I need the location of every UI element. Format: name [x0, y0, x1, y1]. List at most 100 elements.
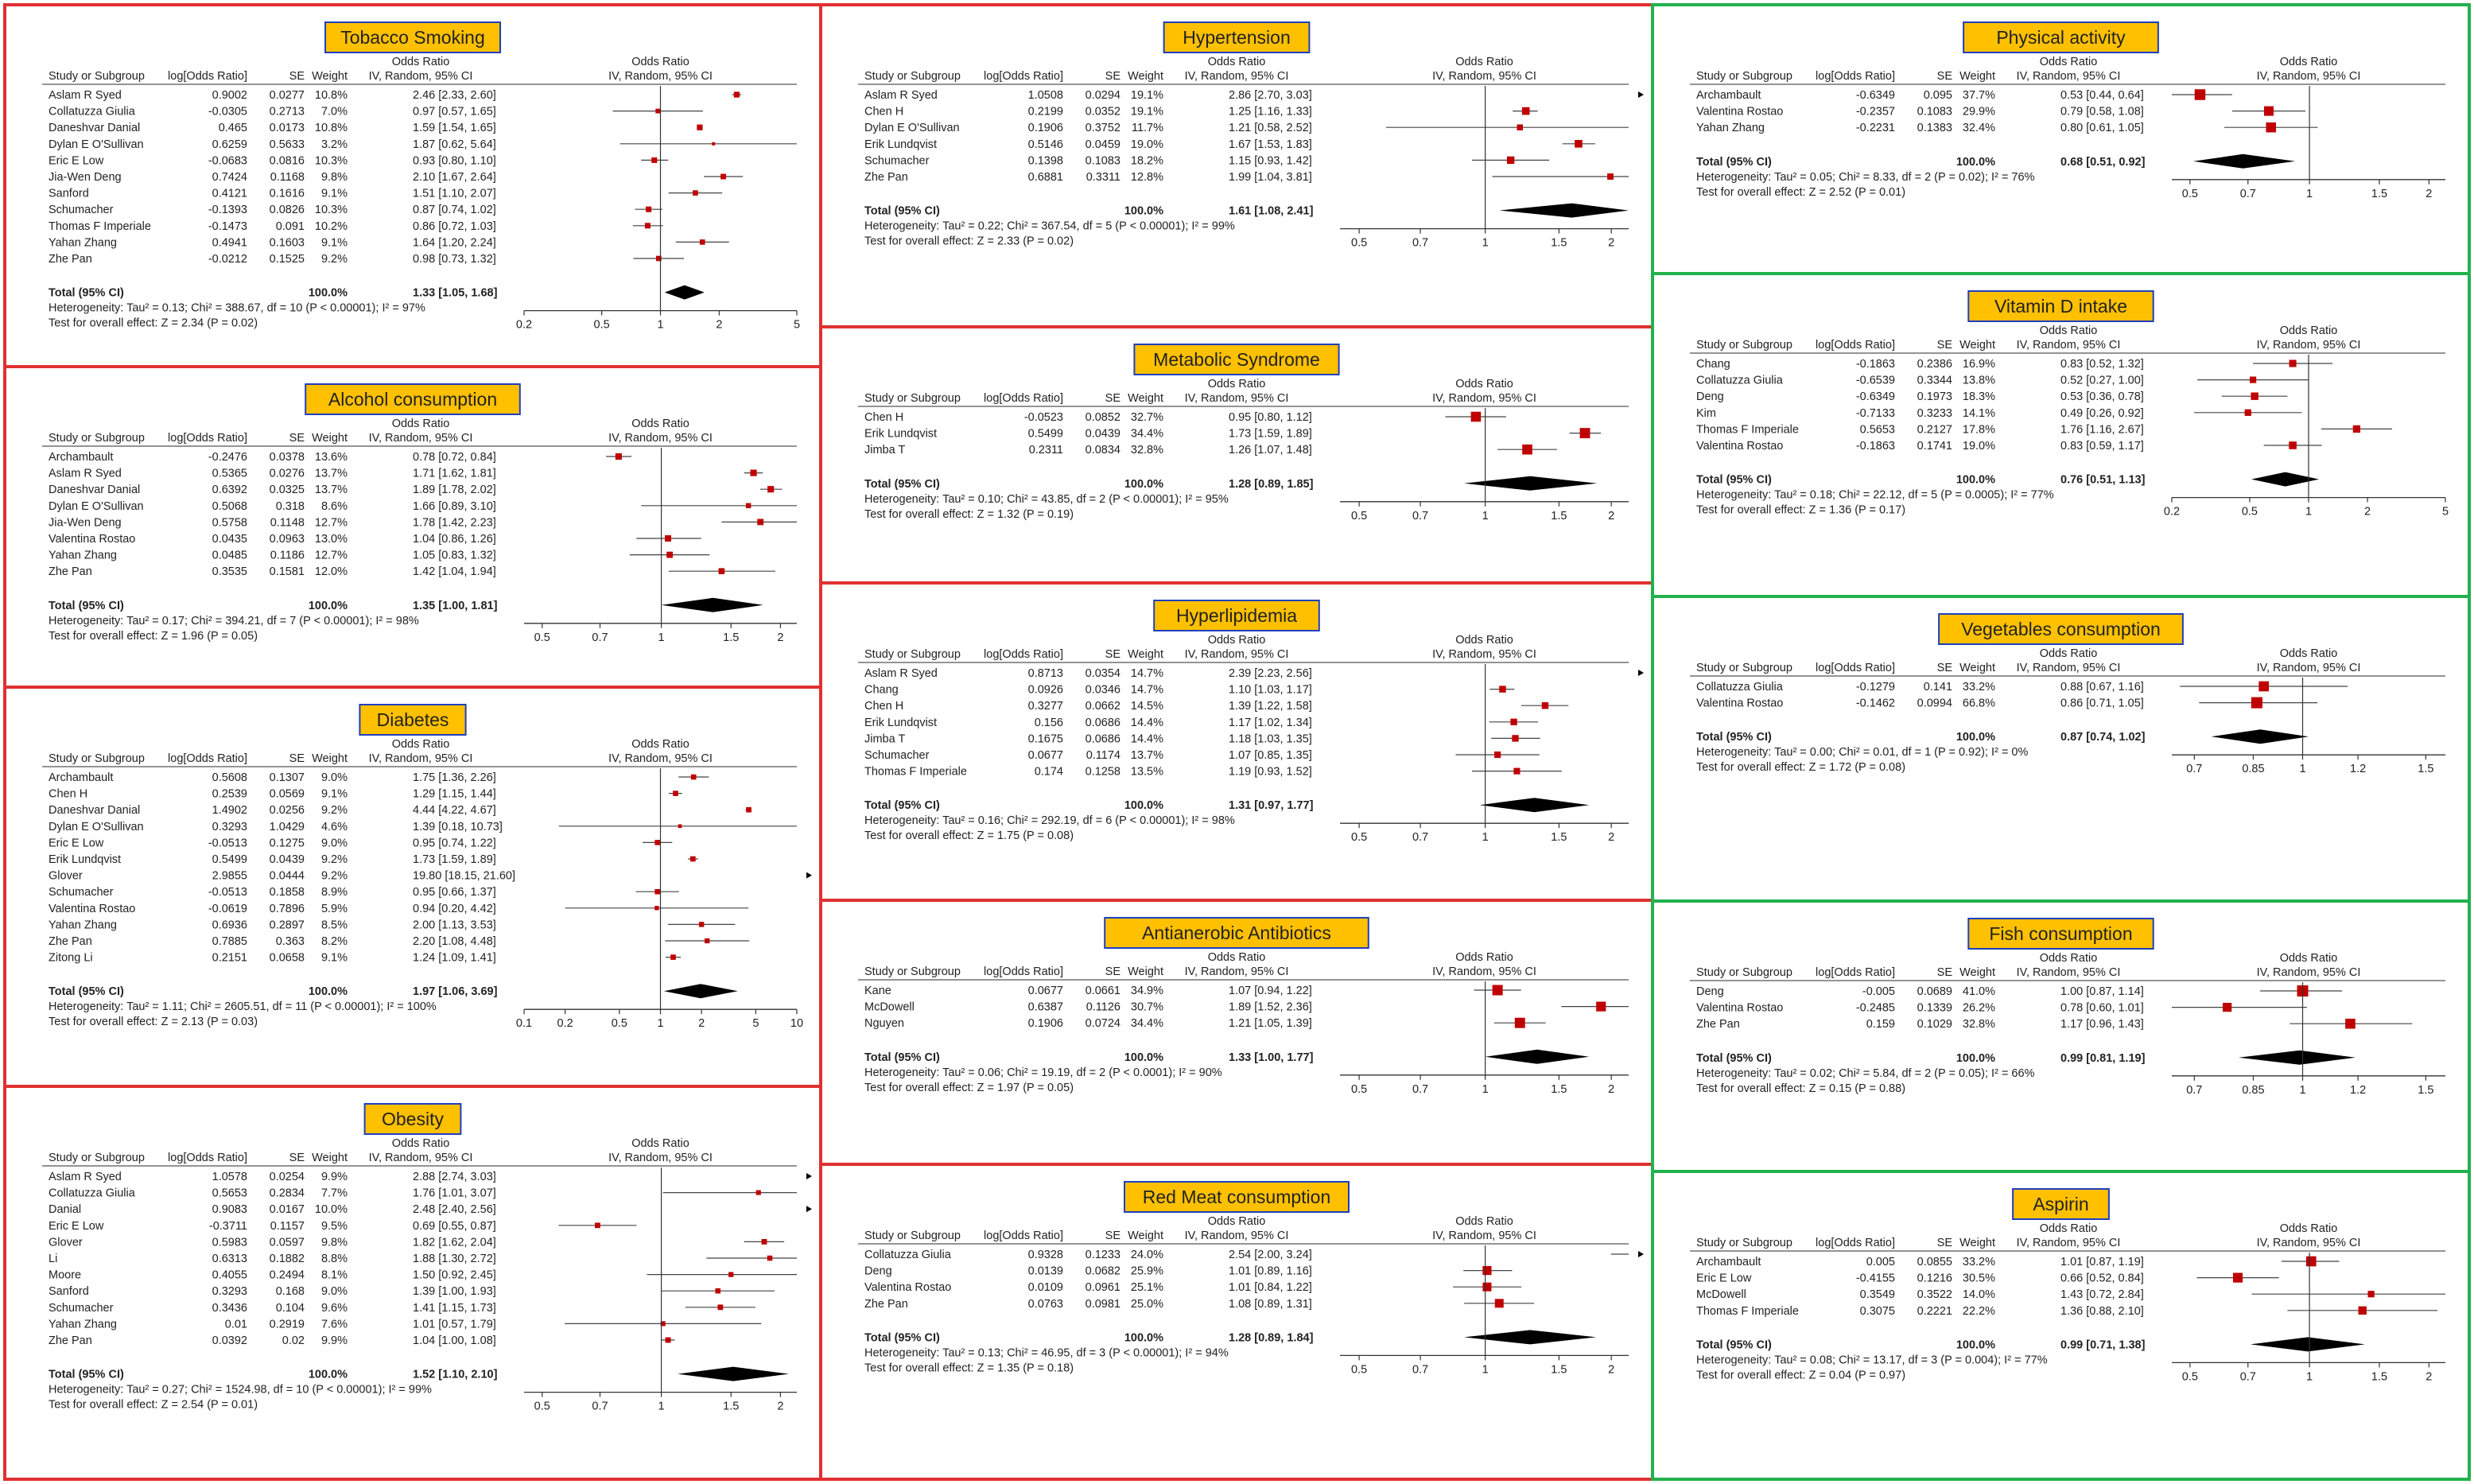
study-name: Kane — [864, 985, 891, 997]
overall-effect-text: Test for overall effect: Z = 2.33 (P = 0… — [864, 235, 1074, 248]
study-marker — [1470, 411, 1482, 422]
pooled-diamond — [1485, 1049, 1590, 1064]
study-name: Archambault — [49, 771, 113, 784]
col-header-ci: IV, Random, 95% CI — [2017, 1237, 2121, 1249]
axis-tick-label: 1.5 — [723, 631, 739, 644]
study-logor: 0.7885 — [212, 935, 247, 948]
study-marker — [761, 1238, 767, 1245]
study-se: 0.091 — [276, 220, 305, 233]
col-header-or-plot: Odds Ratio — [1455, 1215, 1513, 1228]
col-header-or-plot: Odds Ratio — [1455, 951, 1513, 964]
axis-tick-label: 2 — [777, 631, 783, 644]
col-header-se: SE — [289, 1152, 305, 1164]
col-header-logor: log[Odds Ratio] — [1816, 966, 1895, 979]
study-marker — [2244, 409, 2251, 416]
study-weight: 9.1% — [321, 188, 348, 200]
study-name: Aslam R Syed — [49, 89, 122, 102]
axis-tick-label: 0.7 — [1412, 510, 1428, 523]
study-logor: 0.1675 — [1028, 732, 1063, 745]
study-logor: 0.8713 — [1028, 667, 1063, 680]
heterogeneity-text: Heterogeneity: Tau² = 0.17; Chi² = 394.2… — [49, 615, 419, 627]
study-se: 0.0855 — [1917, 1256, 1952, 1268]
study-logor: 1.0578 — [212, 1171, 247, 1183]
col-header-ci: IV, Random, 95% CI — [369, 752, 473, 765]
col-header-study: Study or Subgroup — [49, 752, 145, 765]
study-row: Glover 0.5983 0.0597 9.8% 1.82 [1.62, 2.04] — [49, 1236, 785, 1249]
axis-tick-label: 0.5 — [534, 631, 550, 644]
panel-physical-activity: Physical activity Odds Ratio Odds Ratio Stu… — [1651, 3, 2471, 275]
study-name: Yahan Zhang — [49, 1318, 117, 1331]
study-weight: 17.8% — [1963, 423, 1995, 436]
col-header-logor: log[Odds Ratio] — [984, 70, 1063, 83]
axis-tick-label: 1 — [1482, 510, 1489, 523]
panel-title: Tobacco Smoking — [340, 27, 485, 48]
col-header-or: Odds Ratio — [2040, 324, 2098, 337]
study-row: Deng -0.005 0.0689 41.0% 1.00 [0.87, 1.14] — [1696, 985, 2343, 998]
study-ci: 1.00 [0.87, 1.14] — [2060, 985, 2144, 998]
study-marker — [646, 206, 652, 212]
study-row: Dylan E O'Sullivan 0.6259 0.5633 3.2% 1.87 [… — [49, 138, 797, 151]
heterogeneity-text: Heterogeneity: Tau² = 0.13; Chi² = 388.6… — [49, 302, 425, 315]
study-weight: 9.9% — [321, 1171, 348, 1183]
axis-tick-label: 2 — [2425, 188, 2432, 200]
study-weight: 9.1% — [321, 236, 348, 249]
study-logor: 0.1906 — [1028, 122, 1063, 134]
study-weight: 34.4% — [1131, 1017, 1163, 1030]
study-weight: 29.9% — [1963, 106, 1995, 118]
total-ci: 1.33 [1.00, 1.77] — [1229, 1051, 1314, 1064]
study-weight: 25.0% — [1131, 1298, 1163, 1311]
axis-tick-label: 5 — [752, 1017, 759, 1030]
col-header-se: SE — [1105, 1230, 1121, 1242]
study-weight: 8.1% — [321, 1269, 348, 1282]
study-row: Chang 0.0926 0.0346 14.7% 1.10 [1.03, 1.17] — [864, 684, 1515, 697]
study-name: Deng — [864, 1265, 892, 1278]
col-header-or-plot: Odds Ratio — [1455, 378, 1513, 390]
study-logor: -0.7133 — [1856, 407, 1895, 420]
heterogeneity-text: Heterogeneity: Tau² = 0.05; Chi² = 8.33,… — [1696, 171, 2035, 184]
col-header-se: SE — [1937, 662, 1953, 674]
heterogeneity-text: Heterogeneity: Tau² = 0.18; Chi² = 22.12… — [1696, 489, 2054, 502]
study-logor: -0.0212 — [208, 253, 247, 266]
col-header-weight: Weight — [1128, 965, 1163, 978]
study-name: Schumacher — [49, 886, 114, 899]
study-ci: 2.48 [2.40, 2.56] — [413, 1203, 496, 1216]
study-name: Erik Lundqvist — [49, 853, 121, 866]
study-ci: 1.41 [1.15, 1.73] — [413, 1302, 496, 1315]
study-marker — [2358, 1306, 2367, 1315]
total-label: Total (95% CI) — [49, 287, 124, 300]
study-ci: 1.39 [0.18, 10.73] — [413, 821, 503, 833]
col-header-ci-plot: IV, Random, 95% CI — [1432, 392, 1536, 405]
total-ci: 0.76 [0.51, 1.13] — [2060, 474, 2146, 487]
panel-title-box — [1153, 600, 1320, 631]
study-row: Aslam R Syed 0.9002 0.0277 10.8% 2.46 [2.33,… — [49, 89, 742, 102]
study-se: 0.1083 — [1086, 154, 1120, 167]
total-label: Total (95% CI) — [1696, 731, 1772, 744]
axis-tick-label: 1.2 — [2350, 1084, 2366, 1097]
study-marker — [755, 1190, 761, 1195]
study-se: 0.1307 — [270, 771, 305, 784]
overall-effect-text: Test for overall effect: Z = 1.96 (P = 0… — [49, 630, 258, 643]
study-weight: 14.7% — [1131, 667, 1163, 680]
study-ci: 2.00 [1.13, 3.53] — [413, 919, 496, 931]
study-weight: 10.3% — [315, 204, 348, 216]
study-ci: 0.79 [0.58, 1.08] — [2060, 106, 2144, 118]
col-header-ci-plot: IV, Random, 95% CI — [2257, 339, 2361, 352]
col-header-or: Odds Ratio — [1208, 634, 1266, 647]
col-header-study: Study or Subgroup — [1696, 966, 1792, 979]
study-logor: 0.4121 — [212, 188, 247, 200]
total-label: Total (95% CI) — [864, 1051, 940, 1064]
heterogeneity-text: Heterogeneity: Tau² = 0.02; Chi² = 5.84,… — [1696, 1067, 2035, 1080]
study-row: Thomas F Imperiale 0.174 0.1258 13.5% 1.19 [… — [864, 766, 1562, 779]
study-name: Kim — [1696, 407, 1716, 420]
col-header-or: Odds Ratio — [1208, 56, 1266, 68]
study-weight: 34.4% — [1131, 428, 1163, 441]
study-row: Zhe Pan 0.7885 0.363 8.2% 2.20 [1.08, 4.48] — [49, 935, 750, 948]
study-marker — [699, 239, 705, 245]
panel-tobacco-smoking: Tobacco Smoking Odds Ratio Odds Ratio Study… — [3, 3, 822, 368]
study-weight: 9.8% — [321, 1236, 348, 1249]
study-name: Aslam R Syed — [49, 468, 122, 480]
study-name: Collatuzza Giulia — [1696, 681, 1784, 693]
study-se: 0.0276 — [270, 468, 305, 480]
col-header-or-plot: Odds Ratio — [2280, 324, 2338, 337]
panel-title: Fish consumption — [1989, 923, 2132, 944]
